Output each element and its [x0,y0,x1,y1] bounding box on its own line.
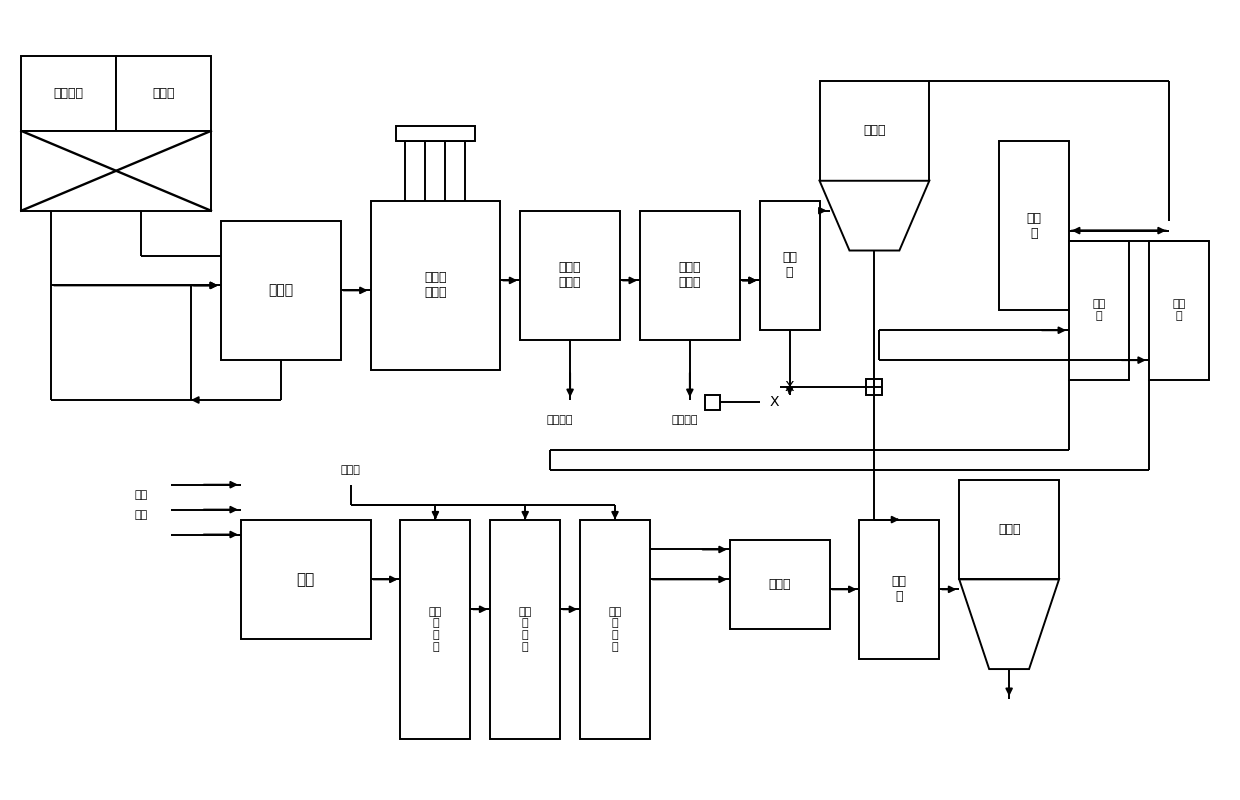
Text: 母液: 母液 [134,490,148,500]
Bar [820,81,929,181]
Text: 填料
斗: 填料 斗 [1172,299,1185,321]
Text: 水碱: 水碱 [134,510,148,520]
Bar [221,221,341,360]
Text: 化碱: 化碱 [296,572,315,587]
Bar [241,519,371,639]
Text: 离心机: 离心机 [769,578,791,591]
Text: 焚硫炉: 焚硫炉 [268,283,294,298]
Bar [371,201,500,370]
Bar [999,141,1069,310]
Bar [1148,241,1209,380]
Text: 空气加
热器一: 空气加 热器一 [678,262,701,290]
Text: 产成品: 产成品 [998,523,1021,536]
Bar [859,519,939,659]
Bar [490,519,560,739]
Polygon shape [820,181,929,250]
Polygon shape [960,579,1059,669]
Bar [21,131,211,210]
Text: 喂料
斗: 喂料 斗 [1092,299,1106,321]
Text: 空气加
热器二: 空气加 热器二 [559,262,582,290]
Bar [117,56,211,131]
Text: 三级
反
应
器: 三级 反 应 器 [429,607,441,652]
Bar [521,210,620,340]
Bar [1069,241,1128,380]
Text: 混盐仓: 混盐仓 [153,87,175,100]
Text: 回收水: 回收水 [341,465,361,474]
Bar [760,201,820,330]
Bar [867,379,883,395]
Text: 干燥
机: 干燥 机 [892,575,906,603]
Text: X: X [785,380,794,394]
Bar [640,210,740,340]
Text: 干燥风机: 干燥风机 [672,415,698,425]
Bar [580,519,650,739]
Text: 硫磺粗仓: 硫磺粗仓 [53,87,84,100]
Bar [704,395,719,410]
Text: 喷雾器: 喷雾器 [863,125,885,138]
Text: 一级
反
应
器: 一级 反 应 器 [609,607,621,652]
Bar [401,519,470,739]
Bar [396,126,475,141]
Text: 汽化冷
却装置: 汽化冷 却装置 [424,271,446,299]
Text: 尾气
塔: 尾气 塔 [1027,212,1042,240]
Text: 二级
反
应
器: 二级 反 应 器 [518,607,532,652]
Text: 助燃风机: 助燃风机 [547,415,573,425]
Text: 洗涤
塔: 洗涤 塔 [782,251,797,279]
Text: X: X [770,395,779,410]
Bar [730,539,830,630]
Bar [21,56,117,131]
Bar [960,480,1059,579]
